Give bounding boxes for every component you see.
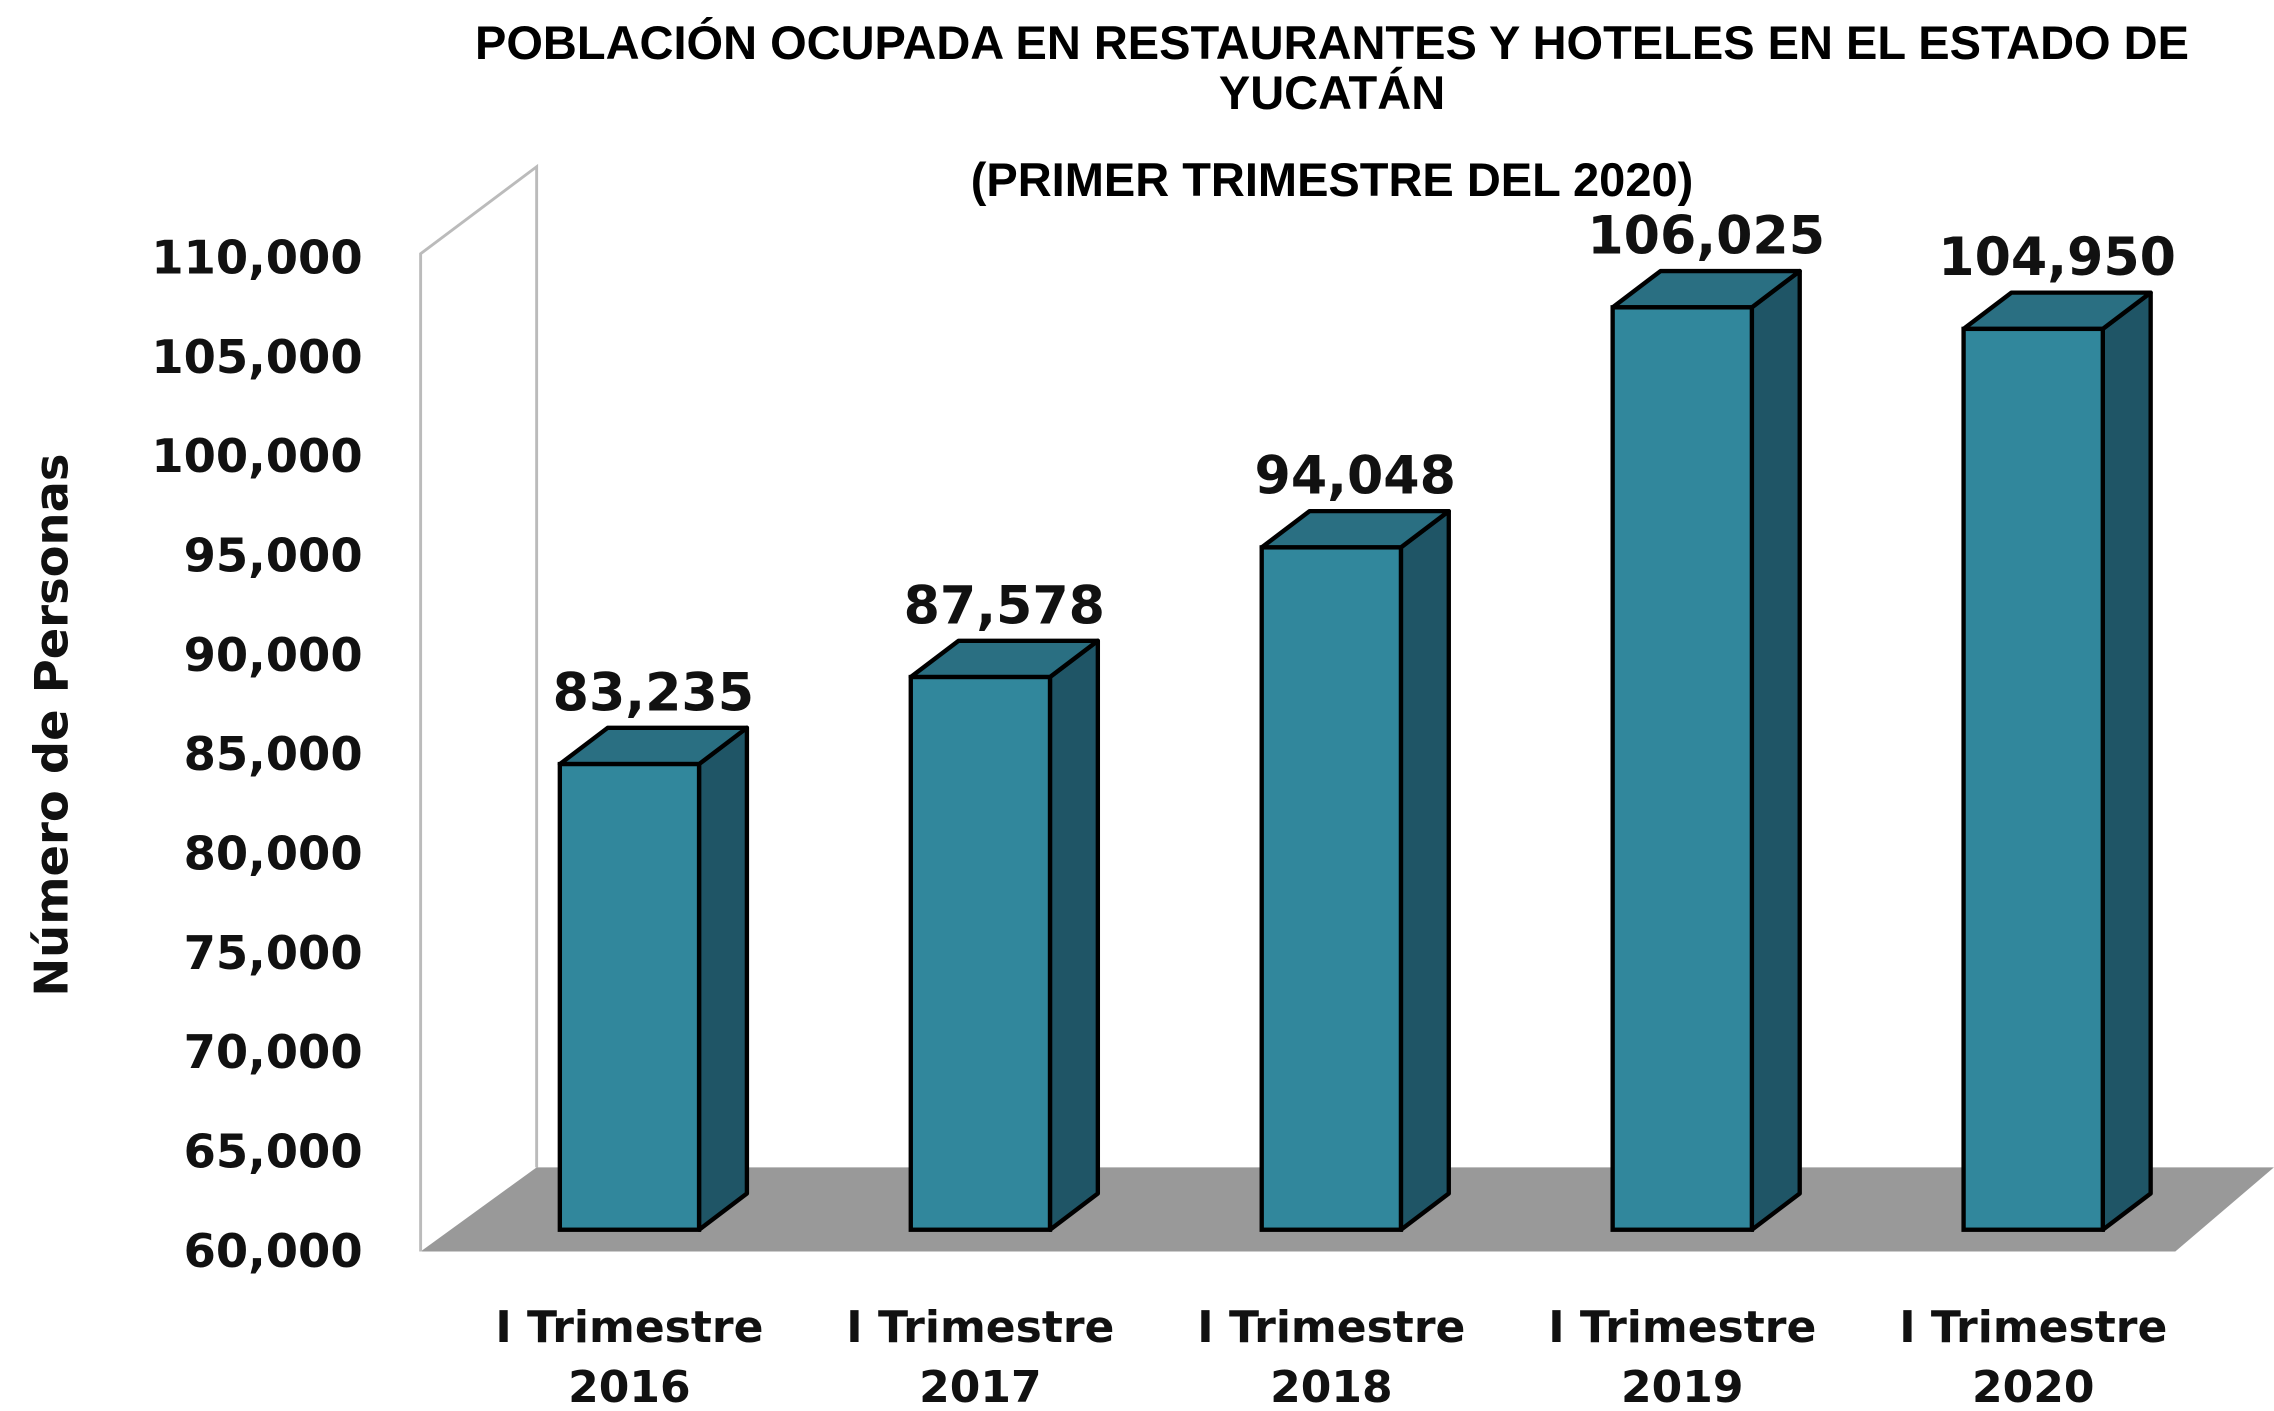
x-tick-label: I Trimestre 2017 xyxy=(846,1302,1115,1411)
y-tick-label: 70,000 xyxy=(184,1025,363,1079)
x-tick-label: I Trimestre 2016 xyxy=(495,1302,764,1411)
y-axis-label: Número de Personas xyxy=(25,453,79,996)
y-tick-label: 80,000 xyxy=(184,827,363,881)
y-tick-label: 90,000 xyxy=(184,628,363,682)
bar-side xyxy=(1398,508,1451,1232)
bar xyxy=(557,761,702,1232)
y-tick-label: 85,000 xyxy=(184,727,363,781)
bar-side xyxy=(1749,268,1802,1232)
x-tick-label: I Trimestre 2019 xyxy=(1548,1302,1817,1411)
data-label: 83,235 xyxy=(553,663,754,723)
x-tick-label: I Trimestre 2020 xyxy=(1899,1302,2168,1411)
back-wall xyxy=(419,163,539,1252)
data-label: 94,048 xyxy=(1255,447,1456,507)
chart-subtitle: (PRIMER TRIMESTRE DEL 2020) xyxy=(970,153,1694,206)
data-label: 104,950 xyxy=(1938,228,2176,288)
data-label: 106,025 xyxy=(1587,207,1825,267)
chart-title: POBLACIÓN OCUPADA EN RESTAURANTES Y HOTE… xyxy=(475,16,2189,119)
y-tick-label: 110,000 xyxy=(151,231,362,285)
bar-side xyxy=(2100,290,2153,1232)
y-tick-label: 100,000 xyxy=(151,429,362,483)
bar xyxy=(1961,326,2105,1232)
bar xyxy=(908,674,1053,1232)
y-tick-label: 75,000 xyxy=(184,926,363,980)
bar-side xyxy=(1047,638,1101,1232)
y-tick-label: 65,000 xyxy=(184,1125,363,1179)
data-label: 87,578 xyxy=(904,576,1105,636)
bar-side xyxy=(696,725,750,1232)
y-tick-label: 60,000 xyxy=(184,1224,363,1278)
bar xyxy=(1610,305,1755,1232)
y-tick-label: 95,000 xyxy=(184,529,363,583)
bar xyxy=(1259,545,1404,1232)
x-tick-label: I Trimestre 2018 xyxy=(1197,1302,1466,1411)
y-tick-label: 105,000 xyxy=(151,330,362,384)
